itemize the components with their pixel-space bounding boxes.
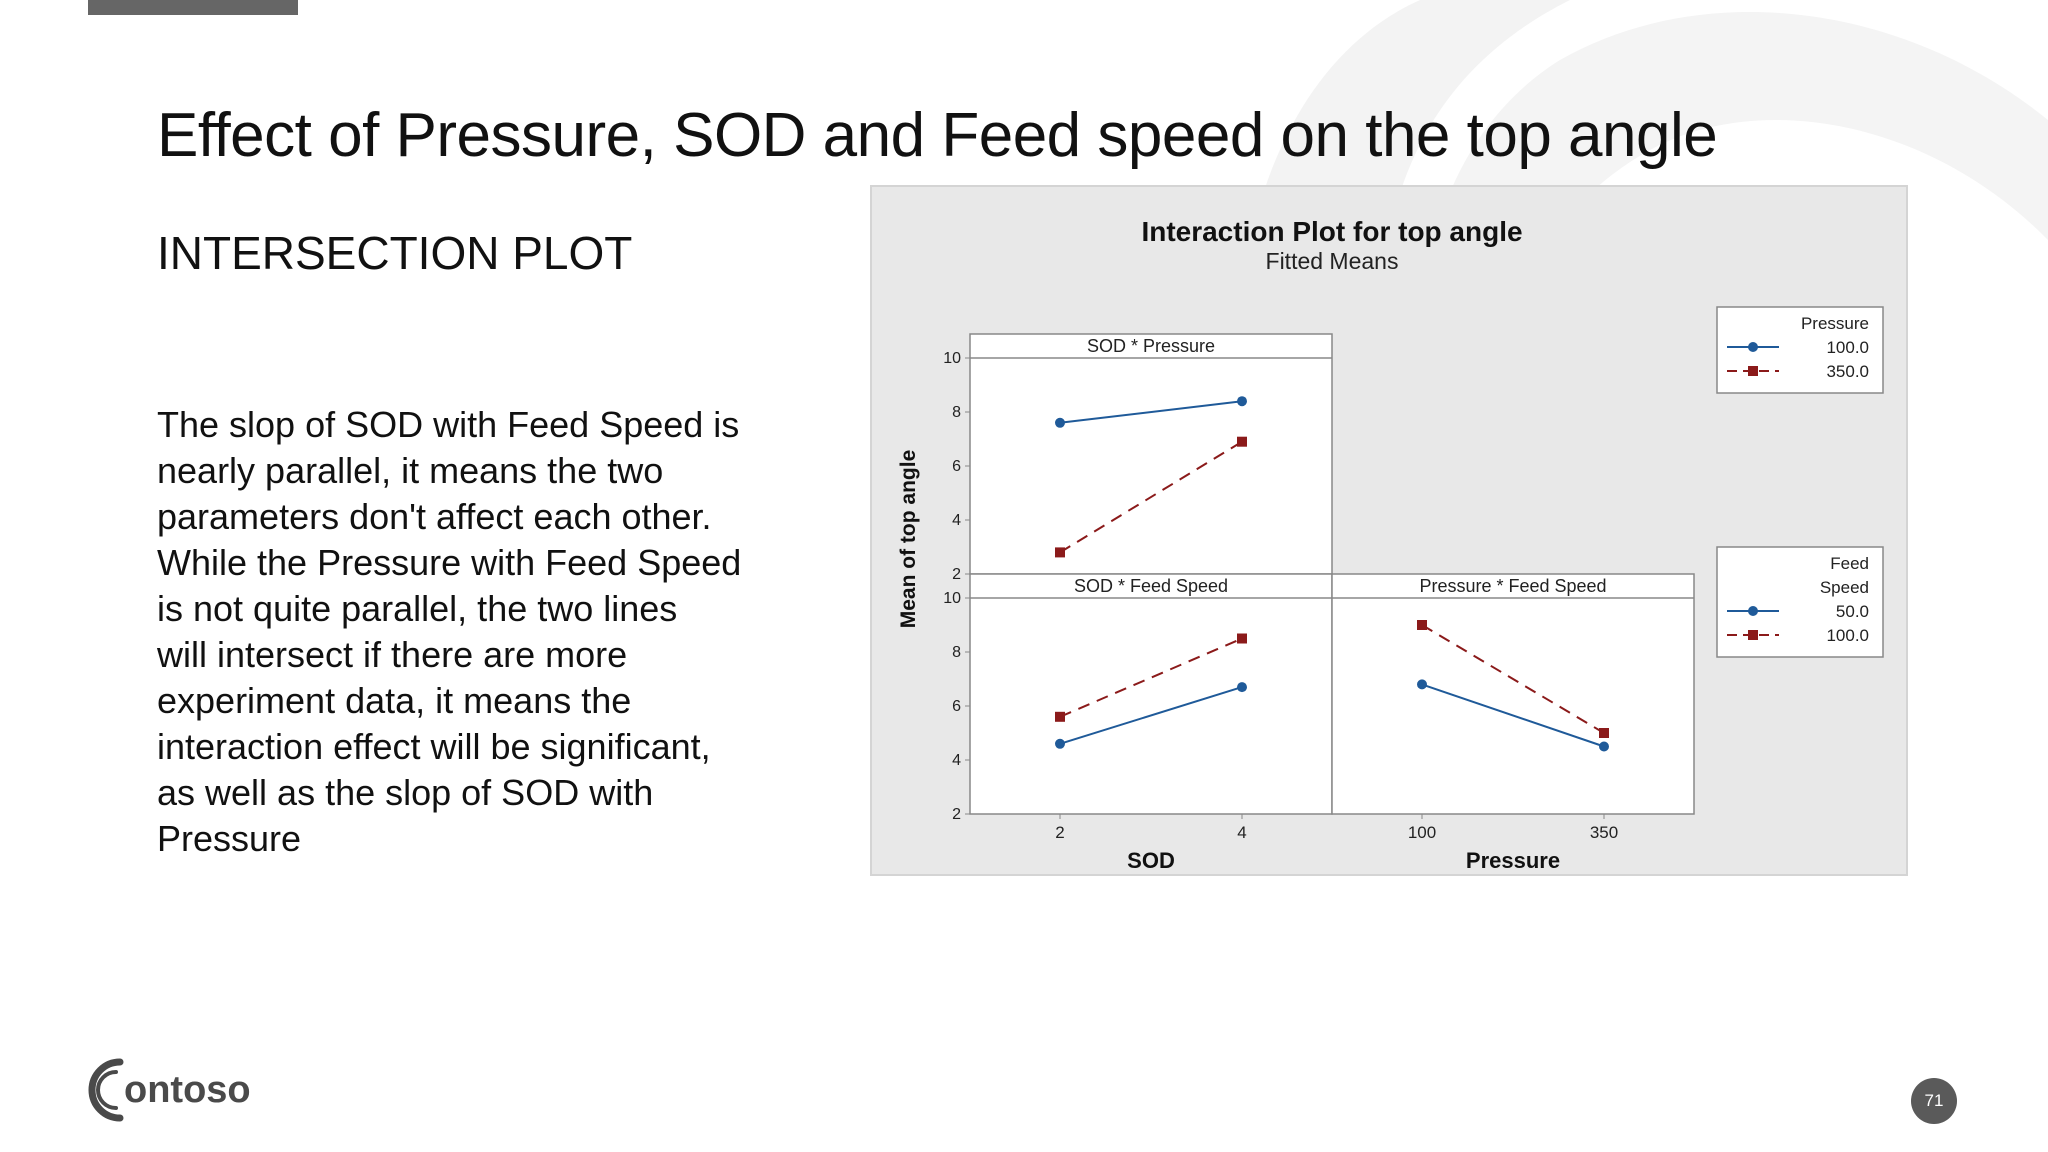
data-point [1599, 741, 1609, 752]
chart-title: Interaction Plot for top angle [1141, 216, 1522, 247]
y-tick-label: 6 [952, 698, 961, 715]
legend-title: Pressure [1801, 314, 1869, 333]
legend-entry-label: 50.0 [1836, 602, 1869, 621]
panel-frame [969, 573, 1333, 815]
panel-frame [1331, 573, 1695, 815]
legend-marker [1748, 366, 1758, 376]
data-point [1417, 620, 1427, 630]
y-tick-label: 6 [952, 458, 961, 475]
data-point [1599, 728, 1609, 738]
interaction-plot-svg: Interaction Plot for top angle Fitted Me… [897, 216, 1884, 873]
legend-title: Speed [1820, 578, 1869, 597]
data-point [1237, 396, 1247, 407]
slide-body-text: The slop of SOD with Feed Speed is nearl… [157, 404, 742, 859]
y-tick-label: 4 [952, 512, 961, 529]
slide-subtitle: INTERSECTION PLOT [157, 227, 633, 279]
x-tick-label: 350 [1590, 823, 1618, 842]
y-tick-label: 2 [952, 806, 961, 823]
x-tick-label: 4 [1237, 823, 1246, 842]
legend-marker [1748, 606, 1758, 616]
data-point [1237, 436, 1247, 447]
x-tick-label: 100 [1408, 823, 1436, 842]
series-line [1059, 637, 1243, 718]
panel-title: SOD * Feed Speed [1074, 576, 1228, 596]
slide-title: Effect of Pressure, SOD and Feed speed o… [157, 101, 1718, 170]
data-point [1055, 547, 1065, 558]
data-point [1237, 682, 1247, 693]
legend-title: Feed [1830, 554, 1869, 573]
y-tick-label: 8 [952, 404, 961, 421]
legend-marker [1748, 630, 1758, 640]
x-axis-label: SOD [1127, 848, 1175, 873]
x-tick-label: 2 [1055, 823, 1064, 842]
contoso-logo: ontoso [88, 1058, 251, 1122]
series-line [1059, 686, 1243, 745]
interaction-plot: Interaction Plot for top angle Fitted Me… [870, 185, 1908, 876]
series-line [1059, 400, 1243, 424]
legend-box [1716, 306, 1884, 394]
y-axis-label: Mean of top angle [897, 450, 920, 629]
panel-frame [969, 333, 1333, 575]
top-accent-bar [88, 0, 298, 15]
legend-entry-label: 100.0 [1826, 338, 1869, 357]
data-point [1055, 417, 1065, 428]
y-tick-label: 10 [943, 590, 961, 607]
y-tick-label: 4 [952, 752, 961, 769]
x-axis-label: Pressure [1466, 848, 1560, 873]
page-number-badge: 71 [1911, 1078, 1957, 1124]
data-point [1417, 679, 1427, 690]
panel-title: SOD * Pressure [1087, 336, 1215, 356]
legend-marker [1748, 342, 1758, 352]
data-point [1055, 738, 1065, 749]
y-tick-label: 10 [943, 350, 961, 367]
series-line [1421, 683, 1605, 748]
series-line [1421, 624, 1605, 734]
legend-entry-label: 100.0 [1826, 626, 1869, 645]
y-tick-label: 8 [952, 644, 961, 661]
y-tick-label: 2 [952, 566, 961, 583]
data-point [1237, 633, 1247, 644]
series-line [1059, 440, 1243, 554]
logo-wordmark: ontoso [124, 1069, 251, 1111]
chart-subtitle: Fitted Means [1266, 248, 1399, 274]
data-point [1055, 711, 1065, 722]
legend-box [1716, 546, 1884, 658]
panel-title: Pressure * Feed Speed [1419, 576, 1606, 596]
legend-entry-label: 350.0 [1826, 362, 1869, 381]
